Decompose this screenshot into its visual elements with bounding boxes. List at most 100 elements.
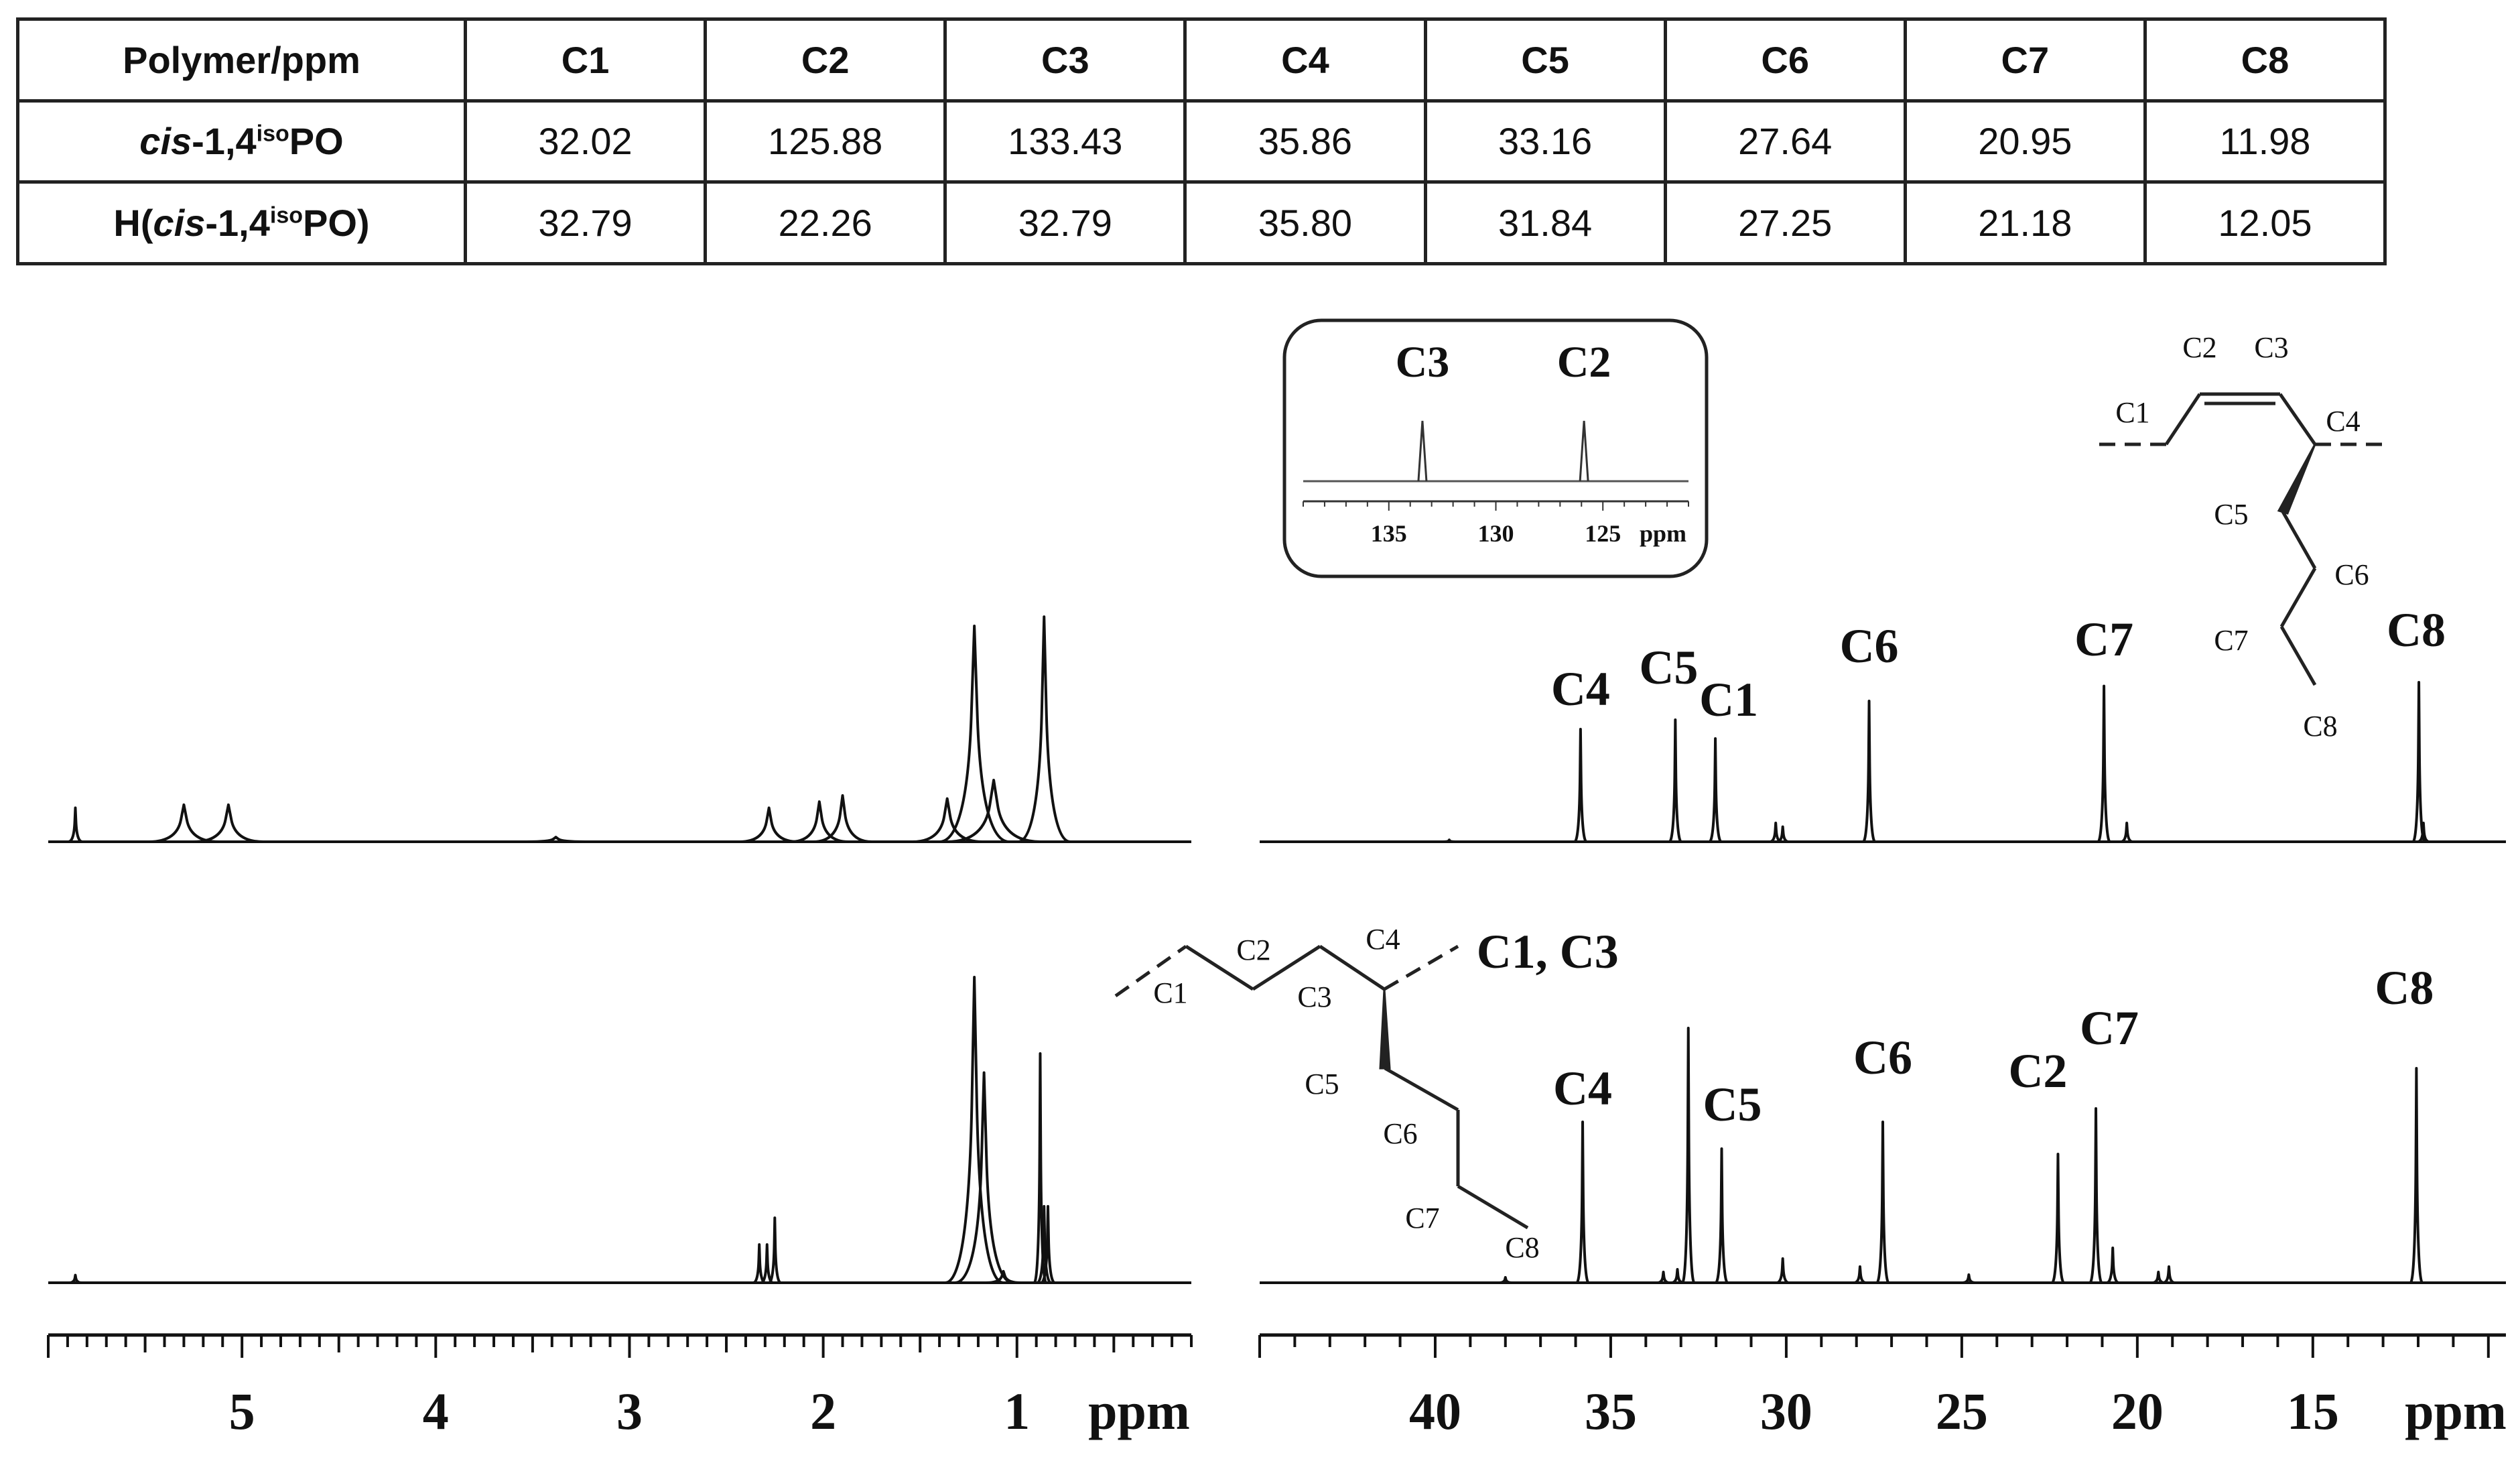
axis-tick-label: 2 [810,1382,836,1440]
peak-label: C8 [2387,603,2446,657]
atom-label: C6 [2334,558,2369,591]
atom-label: C3 [1297,980,1331,1013]
shift-value-cell: 12.05 [2143,180,2387,265]
atom-label: C5 [2214,498,2248,531]
peak-label: C1 [1699,673,1758,726]
wedge-bond [2277,444,2316,515]
bond [2278,393,2317,446]
nmr-peak [527,836,585,843]
shift-value-cell: 32.79 [943,180,1187,265]
header-cell: C3 [943,17,1187,103]
chemical-shift-table-wrap: Polymer/ppm C1 C2 C3 C4 C5 C6 C7 C8 cis-… [16,17,2387,265]
header-cell: C8 [2143,17,2387,103]
inset-tick-label: 135 [1371,520,1407,547]
axis-tick-label: 30 [1760,1382,1812,1440]
shift-value-cell: 35.86 [1183,99,1427,184]
header-cell: C1 [463,17,708,103]
nmr-peak [2417,822,2430,843]
atom-label: C3 [2254,331,2288,364]
nmr-peak [2120,822,2133,843]
nmr-peak [1776,825,1789,843]
nmr-peak [1708,737,1723,843]
nmr-peak [1575,1121,1591,1284]
shift-value-cell: 27.25 [1663,180,1907,265]
nmr-peak [939,625,1010,843]
shift-value-cell: 11.98 [2143,99,2387,184]
inset-peak [1417,420,1428,482]
shift-value-cell: 32.79 [463,180,708,265]
nmr-peak [1443,838,1455,843]
nmr-peak [193,803,263,843]
table-header-row: Polymer/ppm C1 C2 C3 C4 C5 C6 C7 C8 [16,17,2387,103]
peak-label: C8 [2375,961,2434,1015]
shift-value-cell: 21.18 [1903,180,2147,265]
nmr-peak [986,1269,1021,1284]
atom-label: C6 [1383,1117,1417,1150]
atom-label: C2 [2182,331,2216,364]
bond [1252,944,1321,991]
nmr-peak [1861,700,1877,843]
nmr-peak [68,806,83,843]
peak-label: C6 [1840,619,1899,673]
nmr-peak [1017,615,1071,843]
atom-label: C1 [2115,396,2149,429]
axis-tick-label: 5 [229,1382,255,1440]
atom-label: C7 [2214,624,2248,657]
nmr-peak [2409,1067,2424,1284]
shift-value-cell: 35.80 [1183,180,1427,265]
nmr-peak [1671,1268,1684,1284]
shift-value-cell: 32.02 [463,99,708,184]
atom-label: C1 [1153,976,1187,1009]
nmr-peak [2152,1271,2165,1284]
nmr-peak [149,803,219,843]
chemical-shift-table: Polymer/ppm C1 C2 C3 C4 C5 C6 C7 C8 cis-… [16,17,2387,265]
nmr-peak [1657,1271,1670,1284]
peak-label: C4 [1553,1062,1612,1115]
peak-label: C7 [2080,1001,2139,1055]
h1-x-axis-unit-label: ppm [1088,1382,1190,1440]
inset-tick-label: 125 [1585,520,1621,547]
nmr-peak [1875,1121,1890,1284]
nmr-peak [69,1273,82,1284]
inset-peak-label: C2 [1557,338,1611,387]
peak-label: C5 [1639,641,1698,694]
atom-label: C4 [2326,405,2360,438]
peak-label: C4 [1551,662,1610,716]
nmr-peak [2106,1247,2119,1284]
inset-peak-label: C3 [1396,338,1450,387]
inset-tick-label: 130 [1478,520,1514,547]
header-cell: C5 [1423,17,1667,103]
nmr-peak [947,779,1041,843]
table-row: cis-1,4isoPO 32.02 125.88 133.43 35.86 3… [16,99,2387,184]
nmr-peak [1853,1265,1867,1284]
inset-peak [1579,420,1589,482]
inset-unit-label: ppm [1640,520,1686,547]
bond [2279,625,2317,686]
axis-tick-label: 40 [1409,1382,1461,1440]
inset-olefinic-region: C3 C2 135 130 125 ppm [1282,318,1709,578]
nmr-peak [945,976,1004,1284]
peak-label: C2 [2008,1044,2067,1098]
atom-label: C8 [2303,710,2337,743]
nmr-peak [740,806,799,843]
nmr-peak [813,794,872,843]
peak-label: C5 [1703,1078,1762,1131]
bond-dashed [1114,944,1187,998]
header-cell: C7 [1903,17,2147,103]
h1-spectra-panel: 5 4 3 2 1 ppm [47,615,1193,1440]
bond [1457,1184,1529,1230]
shift-value-cell: 33.16 [1423,99,1667,184]
axis-tick-label: 25 [1936,1382,1988,1440]
nmr-peak [2411,681,2427,843]
atom-label: C4 [1366,923,1400,956]
shift-value-cell: 22.26 [704,180,947,265]
atom-label: C2 [1236,934,1270,966]
bond-dashed [1383,944,1459,991]
nmr-peak [1680,1027,1696,1284]
unsaturated-structure: C1 C2 C3 C4 C5 C6 C7 C8 [2099,331,2389,743]
polymer-name-cell: H(cis-1,4isoPO) [16,180,467,265]
atom-label: C5 [1305,1068,1339,1100]
nmr-peak [1040,1205,1056,1284]
